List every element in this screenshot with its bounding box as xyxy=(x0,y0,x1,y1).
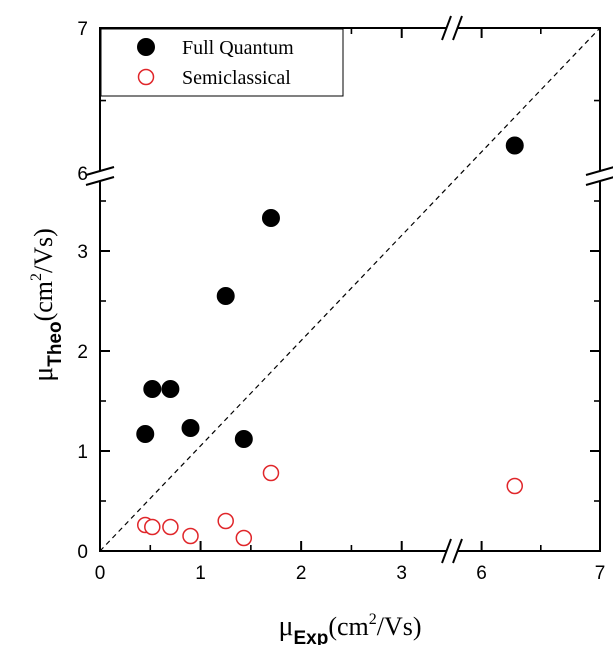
x-tick-label: 0 xyxy=(95,563,106,584)
plot-frame xyxy=(99,27,601,552)
y-tick-label: 0 xyxy=(77,542,88,563)
y-tick-label: 2 xyxy=(77,342,88,363)
y-axis-break-left-slash xyxy=(85,166,115,176)
legend-marker xyxy=(137,38,155,56)
y-axis-break-right-slash xyxy=(585,166,613,176)
y-axis-break-right-slash xyxy=(585,176,613,186)
axis-break-marks xyxy=(85,15,613,564)
semiclassical-point xyxy=(144,518,161,536)
x-axis-break-bottom-slash xyxy=(441,538,452,564)
x-axis-break-top-slash xyxy=(452,15,463,41)
x-tick-label: 1 xyxy=(195,563,206,584)
y-tick-label: 7 xyxy=(77,19,88,40)
full-quantum-point xyxy=(161,380,180,398)
legend-label: Full Quantum xyxy=(182,37,294,59)
y-axis-break-left-slash xyxy=(85,176,115,186)
full-quantum-point xyxy=(505,136,524,155)
x-axis-break-top-slash xyxy=(441,15,452,41)
semiclassical-point xyxy=(162,518,179,536)
legend: Full Quantum Semiclassical xyxy=(100,28,344,97)
full-quantum-point xyxy=(143,380,162,398)
y-axis-break-left-gap xyxy=(88,171,112,181)
x-tick-label: 7 xyxy=(595,563,606,584)
y-axis-title: μTheo(cm2/Vs) xyxy=(28,228,66,382)
semiclassical-point xyxy=(506,477,524,495)
reference-line xyxy=(99,27,601,552)
full-quantum-point xyxy=(234,430,253,448)
x-tick-label: 3 xyxy=(396,563,407,584)
x-tick-label: 2 xyxy=(296,563,307,584)
plot-border xyxy=(99,27,601,552)
y-axis-title-unit: (cm xyxy=(29,281,58,321)
x-axis-title-unit: (cm xyxy=(328,612,368,641)
legend-marker xyxy=(137,68,155,86)
y-axis-title-subscript: Theo xyxy=(45,321,66,366)
x-axis-title-subscript: Exp xyxy=(293,628,328,645)
y-tick-label: 3 xyxy=(77,242,88,263)
y-axis-title-symbol: μ xyxy=(28,367,59,382)
semiclassical-point xyxy=(217,512,234,530)
y-axis-break-right-gap xyxy=(588,171,612,181)
semiclassical-point xyxy=(182,527,199,545)
x-axis-title-symbol: μ xyxy=(278,611,293,642)
axis-ticks: 0 1 2 3 6 7 0 1 2 3 6 7 xyxy=(77,19,605,584)
semiclassical-point xyxy=(262,464,280,482)
full-quantum-point xyxy=(136,425,155,443)
data-points xyxy=(136,136,524,547)
y-tick-label: 1 xyxy=(77,442,88,463)
semiclassical-point xyxy=(235,529,253,547)
x-axis-break-bottom-gap xyxy=(447,539,457,563)
x-axis-title-unit-end: /Vs) xyxy=(377,612,422,641)
x-axis-title-sup: 2 xyxy=(369,611,377,628)
x-axis-break-top-gap xyxy=(447,16,457,40)
legend-label: Semiclassical xyxy=(182,67,291,89)
y-axis-title-unit-end: /Vs) xyxy=(29,228,58,273)
x-tick-label: 6 xyxy=(476,563,487,584)
reference-line-layer xyxy=(99,27,601,552)
full-quantum-point xyxy=(181,419,200,437)
full-quantum-point xyxy=(216,287,235,305)
x-axis-break-bottom-slash xyxy=(452,538,463,564)
y-tick-label: 6 xyxy=(77,164,88,185)
full-quantum-point xyxy=(261,209,280,227)
y-axis-title-sup: 2 xyxy=(28,273,45,281)
x-axis-title: μExp(cm2/Vs) xyxy=(278,611,421,645)
